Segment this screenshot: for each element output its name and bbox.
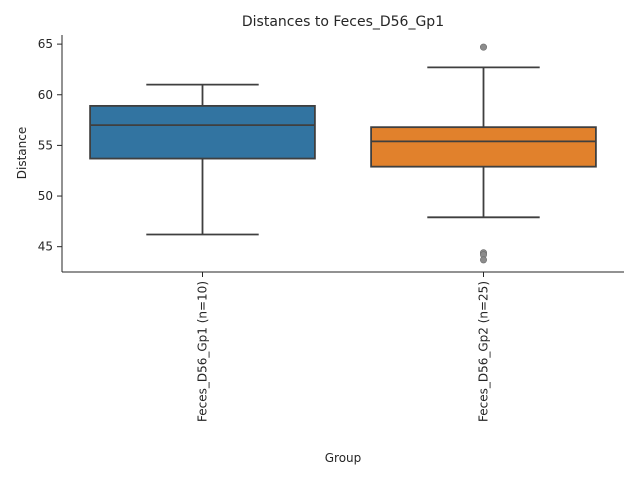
outlier-point [479, 256, 487, 264]
y-axis-label: Distance [15, 127, 29, 179]
outlier-point [479, 43, 487, 51]
x-axis-ticks: Feces_D56_Gp1 (n=10) Feces_D56_Gp2 (n=25) [196, 272, 491, 422]
iqr-box [89, 104, 316, 160]
box-2 [370, 43, 597, 264]
y-tick-label: 45 [38, 240, 53, 254]
box-group [89, 43, 597, 264]
x-tick-label: Feces_D56_Gp1 (n=10) [196, 281, 210, 422]
x-axis-label: Group [325, 451, 362, 465]
chart-title: Distances to Feces_D56_Gp1 [242, 14, 444, 30]
x-tick-label: Feces_D56_Gp2 (n=25) [477, 281, 491, 422]
y-axis-ticks: 45 50 55 60 65 [38, 37, 62, 254]
y-tick-label: 60 [38, 88, 53, 102]
box-1 [89, 83, 316, 236]
iqr-box [370, 126, 597, 168]
y-tick-label: 50 [38, 189, 53, 203]
y-tick-label: 65 [38, 37, 53, 51]
y-tick-label: 55 [38, 138, 53, 152]
